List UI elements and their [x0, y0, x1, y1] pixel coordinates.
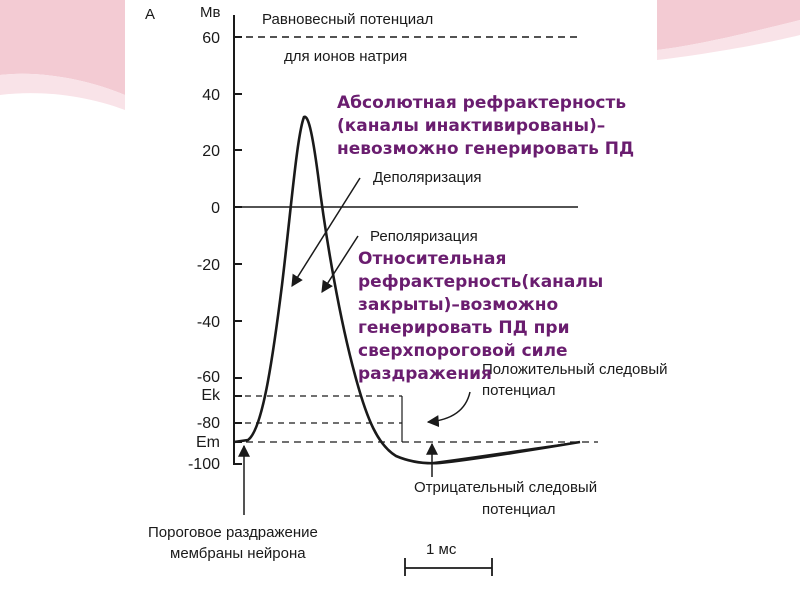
negative-trace-label-line1: Отрицательный следовый [414, 479, 597, 496]
right-pink-wave-light [657, 20, 800, 60]
absolute-refractory-line3: невозможно генерировать ПД [337, 139, 635, 159]
left-pink-wave-light [0, 73, 125, 110]
tick-label-minus-20: -20 [197, 257, 220, 274]
positive-trace-label-line2: потенциал [482, 382, 556, 399]
absolute-refractory-line1: Абсолютная рефрактерность [337, 93, 627, 113]
tick-label-minus-40: -40 [197, 314, 220, 331]
y-axis-tick-marks [234, 36, 242, 465]
panel-letter: А [145, 6, 155, 23]
positive-trace-label-line1: Положительный следовый [482, 361, 668, 378]
right-pink-wave [657, 0, 800, 50]
relative-refractory-annotation: Относительная рефрактерность(каналы закр… [358, 248, 603, 386]
negative-trace-label-line2: потенциал [482, 501, 556, 518]
action-potential-curve [233, 115, 581, 465]
tick-label-minus-100: -100 [188, 456, 220, 473]
relative-refractory-line1: Относительная [358, 249, 507, 269]
figure-panel [125, 0, 657, 585]
tick-label-20: 20 [202, 143, 220, 160]
relative-refractory-line6: раздражения [358, 364, 492, 384]
threshold-stimulus-label-line1: Пороговое раздражение [148, 524, 318, 541]
depolarization-label: Деполяризация [373, 169, 482, 186]
sodium-equilibrium-label-line2: для ионов натрия [284, 48, 407, 65]
y-axis-unit: Мв [200, 4, 220, 21]
time-scale-bar [404, 558, 493, 576]
tick-label-40: 40 [202, 87, 220, 104]
threshold-stimulus-label-line2: мембраны нейрона [170, 545, 306, 562]
depolarization-arrow [291, 177, 361, 288]
relative-refractory-line2: рефрактерность(каналы [358, 272, 604, 292]
tick-label-60: 60 [202, 30, 220, 47]
repolarization-arrow [321, 235, 359, 294]
negative-trace-curve [429, 441, 581, 464]
relative-refractory-line4: генерировать ПД при [358, 318, 570, 338]
relative-refractory-line5: сверхпороговой силе [358, 341, 568, 361]
left-pink-wave [0, 0, 125, 95]
tick-label-ek: Ek [201, 387, 221, 404]
tick-label-em: Em [196, 434, 220, 451]
absolute-refractory-line2: (каналы инактивированы)– [337, 116, 606, 136]
repolarization-label: Реполяризация [370, 228, 478, 245]
tick-label-minus-60: -60 [197, 369, 220, 386]
relative-refractory-line3: закрыты)–возможно [358, 295, 559, 315]
sodium-equilibrium-label-line1: Равновесный потенциал [262, 11, 433, 28]
tick-label-0: 0 [211, 200, 220, 217]
positive-trace-arrow [426, 391, 471, 428]
absolute-refractory-annotation: Абсолютная рефрактерность (каналы инакти… [337, 92, 634, 161]
tick-label-minus-80: -80 [197, 415, 220, 432]
y-axis-tick-labels: 60 40 20 0 -20 -40 -60 Ek -80 Em -100 [188, 30, 221, 473]
time-scale-label: 1 мс [426, 541, 457, 558]
